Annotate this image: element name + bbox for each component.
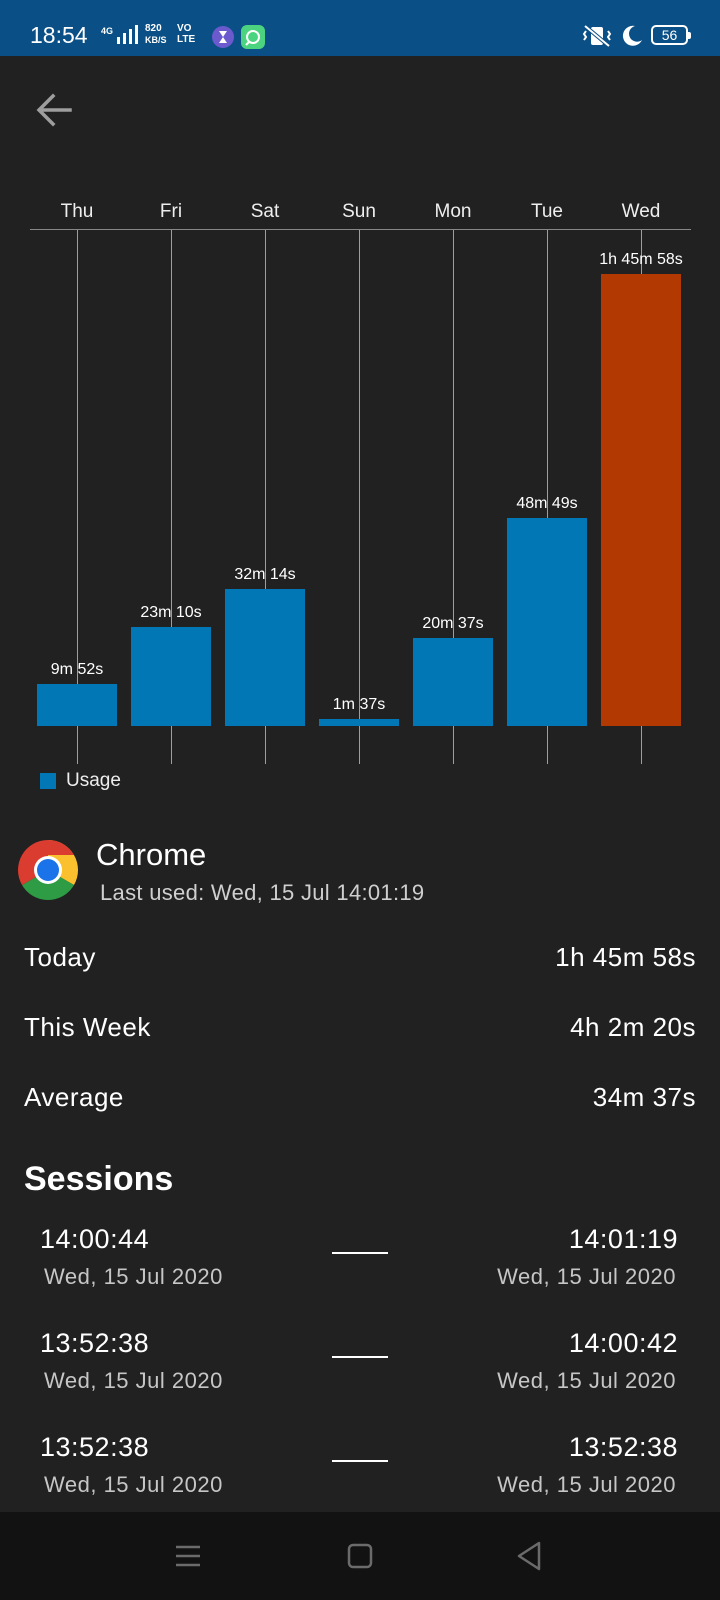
bar-value-mon: 20m 37s xyxy=(422,615,484,633)
day-label-wed: Wed xyxy=(621,201,661,222)
session-start-date: Wed, 15 Jul 2020 xyxy=(44,1264,223,1289)
session-separator xyxy=(332,1252,388,1254)
session-end-date: Wed, 15 Jul 2020 xyxy=(497,1472,676,1497)
day-label-mon: Mon xyxy=(434,201,472,222)
bar-value-fri: 23m 10s xyxy=(140,604,202,622)
session-separator xyxy=(332,1460,388,1462)
bar-value-sat: 32m 14s xyxy=(234,565,296,583)
recent-apps-button[interactable] xyxy=(170,1538,206,1574)
session-row[interactable]: 14:00:44 Wed, 15 Jul 2020 14:01:19 Wed, … xyxy=(0,1224,720,1320)
bar-value-tue: 48m 49s xyxy=(516,494,578,512)
home-button[interactable] xyxy=(342,1538,378,1574)
usage-bar-chart: Usage Thu Fri Sat Sun Mon Tue Wed 9m 52s 23m 10s… xyxy=(0,180,720,800)
stat-label: Today xyxy=(24,942,96,972)
legend-label: Usage xyxy=(66,770,121,791)
session-end-time: 14:01:19 xyxy=(568,1224,678,1254)
status-time: 18:54 xyxy=(30,22,88,48)
app-name: Chrome xyxy=(96,837,207,872)
arrow-left-icon xyxy=(36,93,72,127)
stat-value: 34m 37s xyxy=(592,1082,696,1112)
app-notification-icon xyxy=(241,25,265,49)
status-bar: 18:54 4G 820 KB/S VO LTE 56 xyxy=(0,0,720,56)
day-label-sat: Sat xyxy=(250,201,280,222)
session-start-time: 14:00:44 xyxy=(40,1224,150,1254)
signal-icon xyxy=(117,25,138,44)
gridline xyxy=(265,230,266,764)
bar-value-wed: 1h 45m 58s xyxy=(599,251,683,268)
moon-icon xyxy=(622,25,642,46)
gridline xyxy=(547,230,548,764)
back-triangle-icon xyxy=(517,1541,541,1571)
gridline xyxy=(359,230,360,764)
bar-sun[interactable] xyxy=(319,719,399,726)
gridline xyxy=(453,230,454,764)
stat-value: 4h 2m 20s xyxy=(570,1012,696,1042)
sessions-title: Sessions xyxy=(24,1160,174,1198)
session-end-time: 14:00:42 xyxy=(568,1328,678,1358)
bar-tue[interactable] xyxy=(507,517,587,726)
hourglass-icon xyxy=(212,26,234,48)
stat-label: This Week xyxy=(24,1012,151,1042)
home-square-icon xyxy=(347,1543,373,1569)
gridline xyxy=(171,230,172,764)
session-separator xyxy=(332,1356,388,1358)
session-row[interactable]: 13:52:38 Wed, 15 Jul 2020 13:52:38 Wed, … xyxy=(0,1432,720,1528)
session-start-time: 13:52:38 xyxy=(40,1432,150,1462)
session-end-time: 13:52:38 xyxy=(568,1432,678,1462)
bar-wed[interactable] xyxy=(601,274,681,726)
bar-fri[interactable] xyxy=(131,627,211,726)
last-used-text: Last used: Wed, 15 Jul 14:01:19 xyxy=(100,880,425,905)
session-start-time: 13:52:38 xyxy=(40,1328,150,1358)
volte-bottom: LTE xyxy=(177,34,196,45)
session-end-date: Wed, 15 Jul 2020 xyxy=(497,1264,676,1289)
session-start-date: Wed, 15 Jul 2020 xyxy=(44,1368,223,1393)
speed-value: 820 xyxy=(145,23,162,34)
chrome-icon xyxy=(18,840,78,900)
session-end-date: Wed, 15 Jul 2020 xyxy=(497,1368,676,1393)
bar-mon[interactable] xyxy=(413,638,493,726)
battery-icon: 56 xyxy=(651,25,691,45)
day-label-fri: Fri xyxy=(159,201,183,222)
battery-level: 56 xyxy=(661,27,678,43)
vibrate-off-icon xyxy=(582,24,612,48)
stat-this-week: This Week 4h 2m 20s xyxy=(24,1012,696,1048)
bar-thu[interactable] xyxy=(37,683,117,726)
speed-unit: KB/S xyxy=(145,35,167,45)
stat-value: 1h 45m 58s xyxy=(555,942,696,972)
session-start-date: Wed, 15 Jul 2020 xyxy=(44,1472,223,1497)
day-label-tue: Tue xyxy=(530,201,564,222)
bar-value-thu: 9m 52s xyxy=(50,660,104,678)
stat-label: Average xyxy=(24,1082,124,1112)
chart-top-axis xyxy=(30,229,691,230)
navigation-bar xyxy=(0,1512,720,1600)
session-row[interactable]: 13:52:38 Wed, 15 Jul 2020 14:00:42 Wed, … xyxy=(0,1328,720,1424)
back-button[interactable] xyxy=(34,91,74,131)
bar-sat[interactable] xyxy=(225,588,305,726)
day-label-sun: Sun xyxy=(342,201,376,222)
stat-average: Average 34m 37s xyxy=(24,1082,696,1118)
stat-today: Today 1h 45m 58s xyxy=(24,942,696,978)
gridline xyxy=(77,230,78,764)
menu-icon xyxy=(176,1545,200,1567)
day-label-thu: Thu xyxy=(60,201,94,222)
volte-top: VO xyxy=(177,23,192,34)
legend-swatch xyxy=(40,773,56,789)
network-type: 4G xyxy=(101,26,114,36)
bar-value-sun: 1m 37s xyxy=(332,696,386,714)
system-back-button[interactable] xyxy=(512,1538,548,1574)
